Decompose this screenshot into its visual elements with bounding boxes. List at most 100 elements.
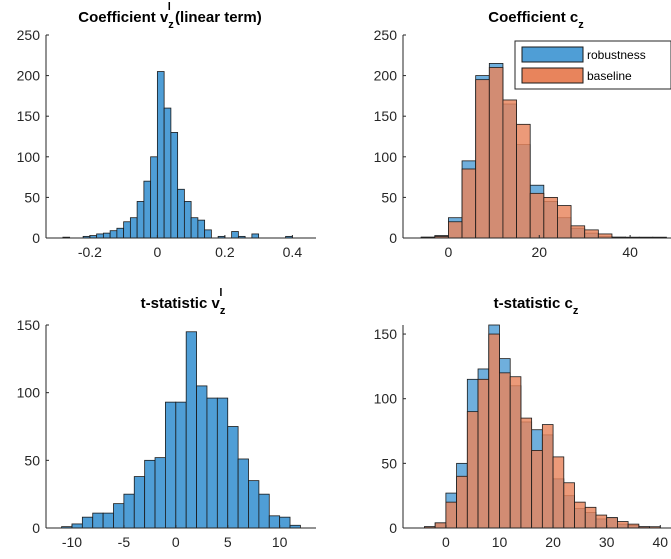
histogram-bar-counts — [216, 397, 229, 529]
x-tick-label: -0.2 — [78, 244, 102, 260]
y-tick-label: 50 — [24, 189, 40, 205]
histogram-bar-baseline — [541, 424, 554, 529]
histogram-bar-counts — [237, 458, 249, 529]
y-tick-label: 0 — [389, 230, 397, 246]
x-tick-label: 10 — [272, 534, 288, 550]
y-tick-label: 250 — [374, 27, 398, 43]
histogram-bar-baseline — [584, 229, 599, 239]
histogram-bar-counts — [204, 229, 212, 239]
histogram-bar-counts — [123, 221, 131, 239]
panel-3-plot: 0 50 100 150 -10 -5 0 5 10 — [17, 317, 316, 550]
histogram-bar-baseline — [509, 376, 522, 529]
histogram-bar-counts — [185, 331, 197, 529]
histogram-bar-counts — [196, 385, 208, 529]
histogram-bar-counts — [102, 232, 111, 239]
y-tick-label: 100 — [17, 385, 41, 401]
histogram-bar-baseline — [563, 482, 575, 529]
histogram-bar-counts — [144, 459, 156, 529]
histogram-bar-counts — [227, 426, 239, 529]
panel-tstat-cz: t-statistic cz 0 50 100 150 0 10 20 30 40 — [374, 295, 671, 550]
y-tick-label: 0 — [32, 520, 40, 536]
legend-swatch-robustness — [521, 46, 584, 63]
y-tick-label: 200 — [17, 68, 41, 84]
panel-2-title-main: Coefficient c — [488, 9, 578, 26]
panel-tstat-vz: t-statistic vzl 0 50 100 150 -10 -5 0 5 10 — [17, 287, 316, 550]
panel-3-title-main: t-statistic v — [141, 295, 221, 312]
panel-coefficient-cz: Coefficient cz 0 50 100 150 200 250 0 20 40 robu… — [374, 9, 671, 260]
histogram-bar-baseline — [445, 501, 458, 529]
y-tick-label: 0 — [32, 230, 40, 246]
panel-4-title-main: t-statistic c — [494, 295, 573, 312]
histogram-bar-baseline — [516, 123, 531, 239]
y-tick-label: 50 — [381, 189, 397, 205]
histogram-bar-counts — [175, 401, 187, 529]
histogram-bar-counts — [170, 132, 179, 239]
histogram-bar-baseline — [584, 506, 597, 529]
histogram-bar-counts — [156, 71, 165, 239]
histogram-bar-counts — [123, 493, 135, 529]
y-tick-label: 150 — [374, 326, 398, 342]
histogram-bar-counts — [206, 397, 218, 529]
histogram-bar-baseline — [477, 378, 490, 529]
histogram-bar-counts — [150, 156, 158, 239]
panel-coefficient-vz-linear: Coefficient vzl (linear term) 0 50 100 150 2… — [17, 1, 316, 260]
histogram-bar-baseline — [574, 501, 586, 529]
panel-1-plot: 0 50 100 150 200 250 -0.2 0 0.2 0.4 — [17, 27, 316, 260]
panel-1-title: Coefficient vzl (linear term) — [78, 1, 261, 31]
histogram-bar-baseline — [448, 221, 463, 239]
histogram-bar-baseline — [597, 233, 613, 239]
histogram-bar-counts — [197, 219, 206, 239]
panel-4-title-sub: z — [573, 305, 579, 317]
histogram-bar-counts — [154, 457, 166, 529]
x-tick-label: 5 — [224, 534, 232, 550]
histogram-bar-baseline — [543, 196, 558, 239]
histogram-bar-baseline — [456, 475, 468, 529]
panel-3-title-sub: z — [220, 305, 226, 317]
y-tick-label: 50 — [381, 455, 397, 471]
histogram-bar-counts — [251, 233, 260, 239]
panel-1-title-rest: (linear term) — [171, 9, 262, 26]
panel-2-title-sub: z — [578, 19, 584, 31]
panel-3-title-sup: l — [219, 287, 222, 299]
histogram-bar-counts — [183, 201, 192, 239]
panel-2-title: Coefficient cz — [488, 9, 584, 31]
x-tick-label: 20 — [531, 244, 547, 260]
histogram-bar-baseline — [557, 205, 572, 239]
histogram-bar-baseline — [570, 225, 586, 239]
x-tick-label: 0 — [172, 534, 180, 550]
x-tick-label: 20 — [545, 534, 561, 550]
x-tick-label: 30 — [599, 534, 615, 550]
x-tick-label: 0 — [153, 244, 161, 260]
panel-1-title-sub: z — [168, 19, 174, 31]
histogram-bar-baseline — [617, 521, 629, 529]
panel-4-title: t-statistic cz — [494, 295, 579, 317]
x-tick-label: 0 — [445, 244, 453, 260]
histogram-bar-baseline — [595, 514, 608, 529]
y-tick-label: 100 — [374, 149, 398, 165]
histogram-bar-counts — [129, 217, 138, 239]
x-tick-label: 0.2 — [215, 244, 235, 260]
panel-4-plot: 0 50 100 150 0 10 20 30 40 — [374, 324, 671, 550]
histogram-bar-counts — [102, 512, 114, 529]
histogram-bar-baseline — [552, 456, 565, 529]
histogram-bar-baseline — [606, 517, 618, 529]
histogram-bar-baseline — [520, 417, 533, 529]
y-tick-label: 0 — [389, 520, 397, 536]
histogram-bar-baseline — [475, 79, 490, 239]
y-tick-label: 250 — [17, 27, 41, 43]
x-tick-label: -5 — [118, 534, 131, 550]
legend-label-robustness: robustness — [587, 48, 646, 62]
histogram-bar-counts — [190, 217, 199, 239]
x-tick-label: 0 — [442, 534, 450, 550]
histogram-bar-baseline — [531, 450, 543, 529]
y-tick-label: 100 — [17, 149, 41, 165]
histogram-bar-counts — [279, 516, 291, 529]
histogram-bar-counts — [177, 188, 185, 239]
histogram-bar-baseline — [488, 333, 500, 529]
histogram-bar-counts — [136, 201, 145, 239]
histogram-bar-baseline — [502, 99, 517, 239]
histogram-bar-counts — [268, 515, 281, 529]
histogram-bar-counts — [81, 516, 94, 529]
y-tick-label: 150 — [17, 108, 41, 124]
y-tick-label: 100 — [374, 391, 398, 407]
